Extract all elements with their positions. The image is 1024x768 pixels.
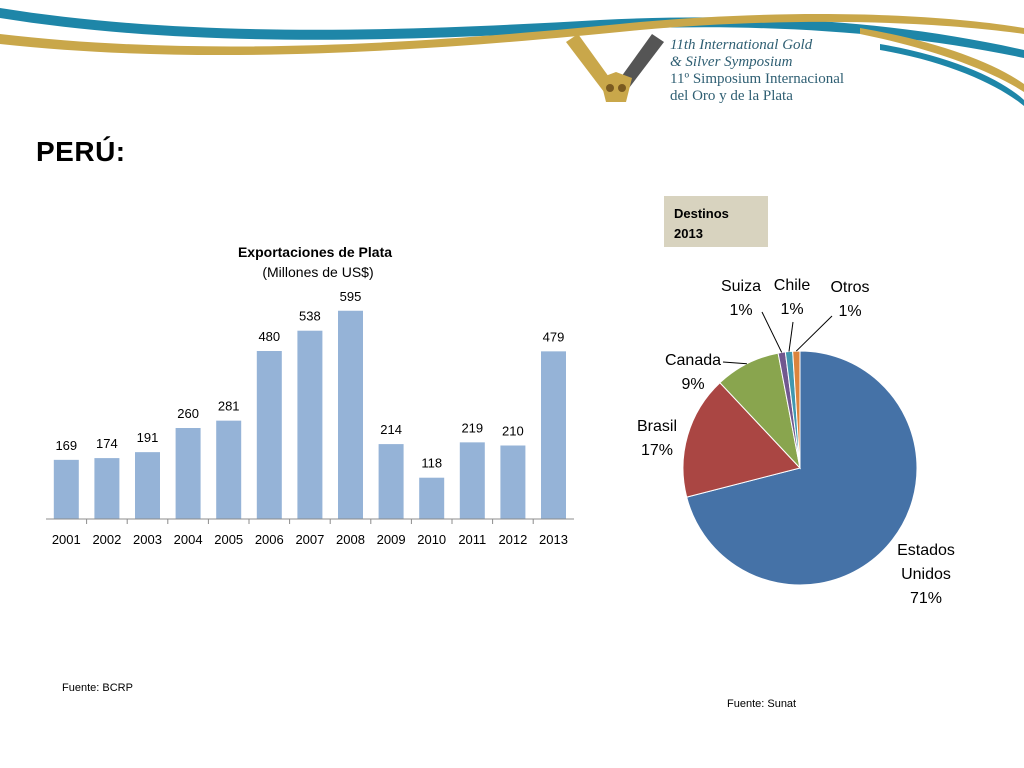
bar-chart-subtitle: (Millones de US$) [262,264,373,280]
bar-2007 [297,330,323,519]
bar-value-label-2005: 281 [218,399,240,414]
x-tick-label-2013: 2013 [539,532,568,547]
bar-value-label-2013: 479 [543,329,565,344]
pie-label-chile-0: Chile [774,277,811,294]
pie-label-estados_unidos-2: 71% [910,590,942,607]
source-bcrp: Fuente: BCRP [62,682,133,694]
pie-labels-group: Estados Unidos 71% Brasil 17% Canada 9% Suiza 1%… [637,277,955,607]
x-tick-label-2001: 2001 [52,532,81,547]
bar-2002 [94,458,120,519]
pie-label-chile-1: 1% [780,301,803,318]
bar-value-label-2003: 191 [137,430,159,445]
bar-value-label-2012: 210 [502,424,524,439]
pie-label-estados_unidos-0: Estados [897,542,955,559]
pie-slice-brasil [682,382,801,498]
pie-label-canada-0: Canada [665,352,721,369]
pie-label-otros-0: Otros [830,279,869,296]
pie-slices-group [682,350,918,586]
x-tick-label-2008: 2008 [336,532,365,547]
bar-value-label-2009: 214 [380,422,402,437]
bar-2004 [175,428,201,519]
leader-line-suiza [761,311,783,353]
x-tick-label-2012: 2012 [498,532,527,547]
x-tick-label-2006: 2006 [255,532,284,547]
bar-2008 [338,310,363,519]
bar-2013 [541,351,566,519]
bar-2006 [256,351,282,519]
bar-2009 [378,444,404,519]
logo-line-3: 11º Simposium Internacional [670,71,845,87]
leader-line-chile [788,321,794,352]
x-tick-label-2010: 2010 [417,532,446,547]
bar-value-label-2001: 169 [55,438,77,453]
bar-value-label-2006: 480 [258,329,280,344]
x-tick-label-2003: 2003 [133,532,162,547]
x-tick-label-2011: 2011 [458,532,486,547]
leader-line-otros [795,315,833,352]
x-tick-label-2005: 2005 [214,532,243,547]
header-swoosh-decoration [0,8,1024,106]
pie-label-estados_unidos-1: Unidos [901,566,951,583]
bar-2005 [216,420,242,519]
symposium-logo-icon [566,34,664,102]
pie-slice-estados_unidos [686,350,918,586]
pie-label-suiza-0: Suiza [721,278,761,295]
bar-value-label-2007: 538 [299,309,321,324]
bar-value-label-2010: 118 [421,456,442,471]
bar-value-label-2011: 219 [461,420,483,435]
swoosh-gold-right [860,28,1024,92]
bars-group: 169 2001 174 2002 191 2003 260 2004 281 2005 480 20… [52,289,568,547]
bar-value-label-2002: 174 [96,436,118,451]
pie-label-brasil-0: Brasil [637,418,677,435]
x-tick-label-2007: 2007 [295,532,324,547]
pie-leader-lines [722,311,833,365]
pie-label-otros-1: 1% [838,303,861,320]
bar-value-label-2008: 595 [340,289,362,304]
bar-2011 [459,442,485,519]
swoosh-gold-mid [0,14,1024,56]
symposium-logo-text: 11th International Gold & Silver Symposi… [670,37,844,105]
source-sunat: Fuente: Sunat [727,698,797,710]
bar-chart-title: Exportaciones de Plata [238,244,392,260]
bar-2003 [135,452,160,519]
bar-2010 [419,477,445,519]
bar-value-label-2004: 260 [177,406,199,421]
x-tick-label-2009: 2009 [377,532,406,547]
destinations-pie-chart: Estados Unidos 71% Brasil 17% Canada 9% Suiza 1%… [637,277,955,607]
silver-exports-bar-chart: Exportaciones de Plata (Millones de US$)… [46,244,574,547]
destinations-year-box: Destinos 2013 [664,196,768,247]
bar-2001 [53,459,79,519]
bar-2012 [500,445,526,519]
logo-line-4: del Oro y de la Plata [670,88,793,104]
x-tick-label-2004: 2004 [174,532,203,547]
page-title: PERÚ: [36,136,126,167]
swoosh-blue-right [880,44,1024,106]
pie-label-canada-1: 9% [681,376,704,393]
x-tick-label-2002: 2002 [92,532,121,547]
leader-line-canada [722,361,747,365]
logo-line-1: 11th International Gold [670,37,813,53]
pie-label-suiza-1: 1% [729,302,752,319]
destinations-box-line1: Destinos [674,206,729,221]
logo-line-2: & Silver Symposium [670,54,793,70]
destinations-box-line2: 2013 [674,226,703,241]
pie-label-brasil-1: 17% [641,442,673,459]
